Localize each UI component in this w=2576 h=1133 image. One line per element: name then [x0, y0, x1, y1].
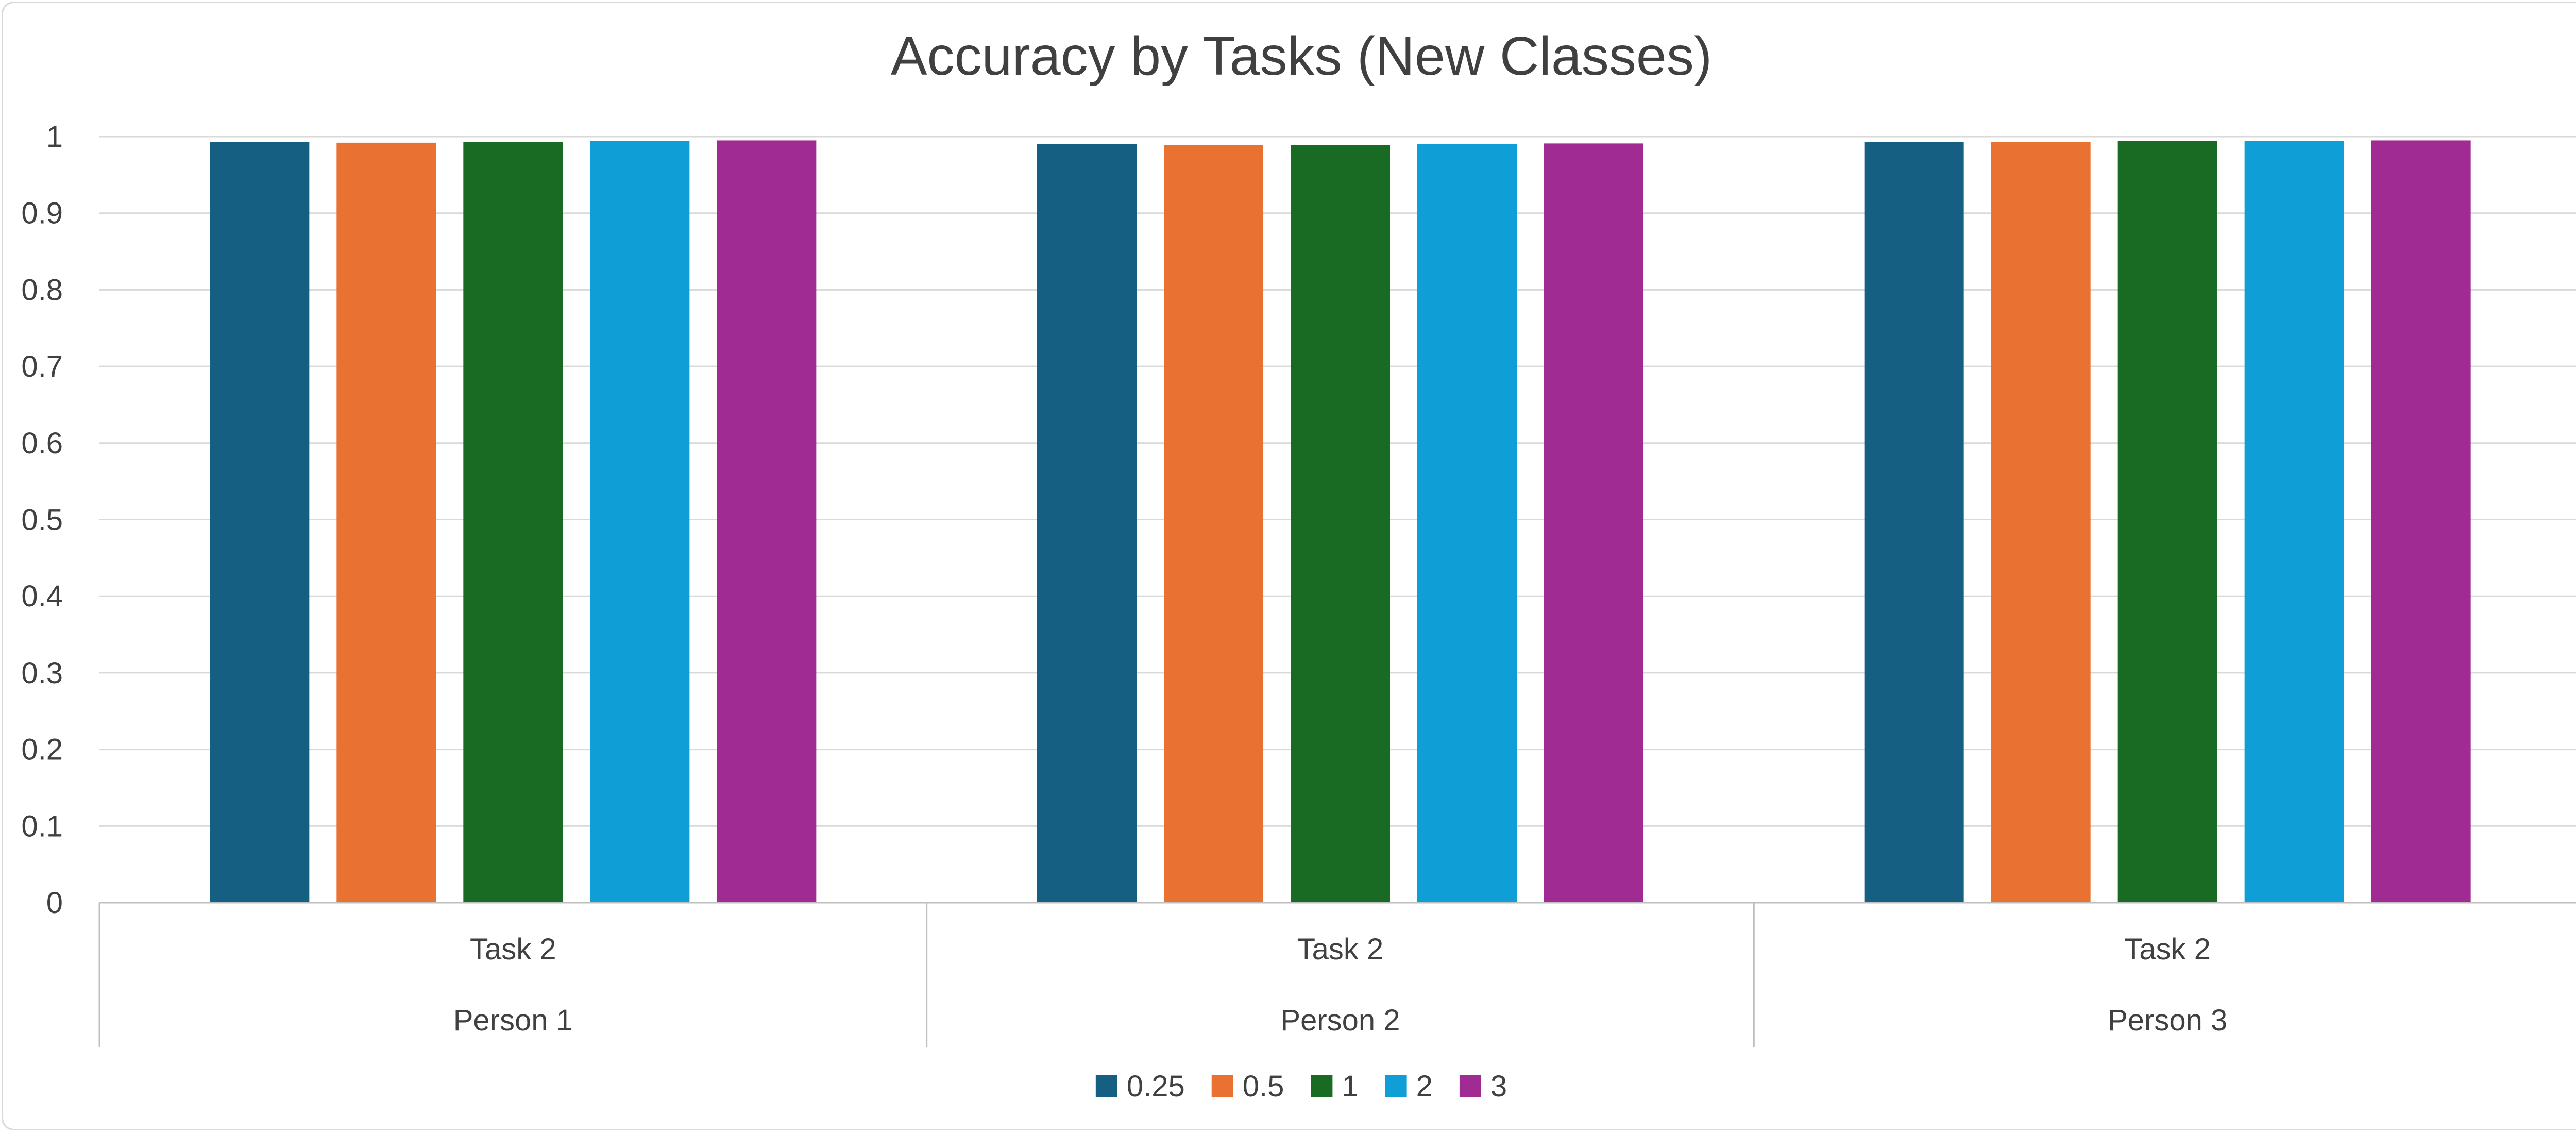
bar — [1864, 142, 1964, 903]
legend-item: 0.5 — [1211, 1070, 1284, 1103]
legend-item: 1 — [1311, 1070, 1359, 1103]
bar — [2371, 140, 2471, 903]
x-axis: Task 2 Person 1 Task 2 Person 2 Task 2 Person… — [98, 902, 2576, 1047]
y-tick-label: 1 — [46, 120, 63, 154]
bar — [1544, 143, 1643, 903]
x-tick-label-inner: Task 2 — [470, 933, 556, 966]
bar — [1164, 145, 1263, 903]
chart-title: Accuracy by Tasks (New Classes) — [891, 26, 1712, 87]
bar — [1991, 142, 2091, 903]
y-tick-label: 0.3 — [21, 656, 63, 690]
y-tick-label: 0.5 — [21, 503, 63, 537]
bar — [717, 140, 817, 903]
legend-label: 0.25 — [1127, 1070, 1185, 1103]
x-tick-label-inner: Task 2 — [1297, 933, 1384, 966]
bar — [463, 142, 563, 903]
bar — [1291, 145, 1390, 903]
y-tick-label: 0.2 — [21, 733, 63, 767]
y-tick-label: 0.7 — [21, 350, 63, 383]
legend-swatch — [1311, 1075, 1333, 1097]
legend-label: 1 — [1342, 1070, 1358, 1103]
bar — [1037, 144, 1137, 903]
legend-label: 3 — [1490, 1070, 1507, 1103]
legend-swatch — [1211, 1075, 1233, 1097]
y-tick-label: 0.8 — [21, 273, 63, 307]
y-axis-labels: 0 0.1 0.2 0.3 0.4 0.5 0.6 0.7 0.8 0.9 1 — [21, 120, 63, 920]
legend-label: 2 — [1416, 1070, 1433, 1103]
bars — [210, 140, 2471, 903]
y-tick-label: 0.1 — [21, 809, 63, 843]
legend-swatch — [1095, 1075, 1117, 1097]
y-tick-label: 0.4 — [21, 580, 63, 613]
x-tick-label-outer: Person 2 — [1280, 1004, 1400, 1037]
bar — [2117, 141, 2217, 903]
y-tick-label: 0.9 — [21, 197, 63, 230]
legend-item: 2 — [1385, 1070, 1433, 1103]
bar — [1417, 144, 1517, 903]
legend-swatch — [1385, 1075, 1407, 1097]
bar — [336, 142, 436, 903]
bar — [210, 142, 310, 903]
legend-label: 0.5 — [1243, 1070, 1284, 1103]
legend: 0.25 0.5 1 2 3 — [1095, 1070, 1507, 1103]
bar — [2244, 141, 2344, 903]
x-tick-label-inner: Task 2 — [2124, 933, 2211, 966]
y-tick-label: 0.6 — [21, 427, 63, 460]
bar — [590, 141, 690, 903]
legend-swatch — [1459, 1075, 1481, 1097]
legend-item: 3 — [1459, 1070, 1507, 1103]
x-tick-label-outer: Person 1 — [453, 1004, 573, 1037]
y-tick-label: 0 — [46, 886, 63, 920]
legend-item: 0.25 — [1095, 1070, 1185, 1103]
x-tick-label-outer: Person 3 — [2108, 1004, 2227, 1037]
